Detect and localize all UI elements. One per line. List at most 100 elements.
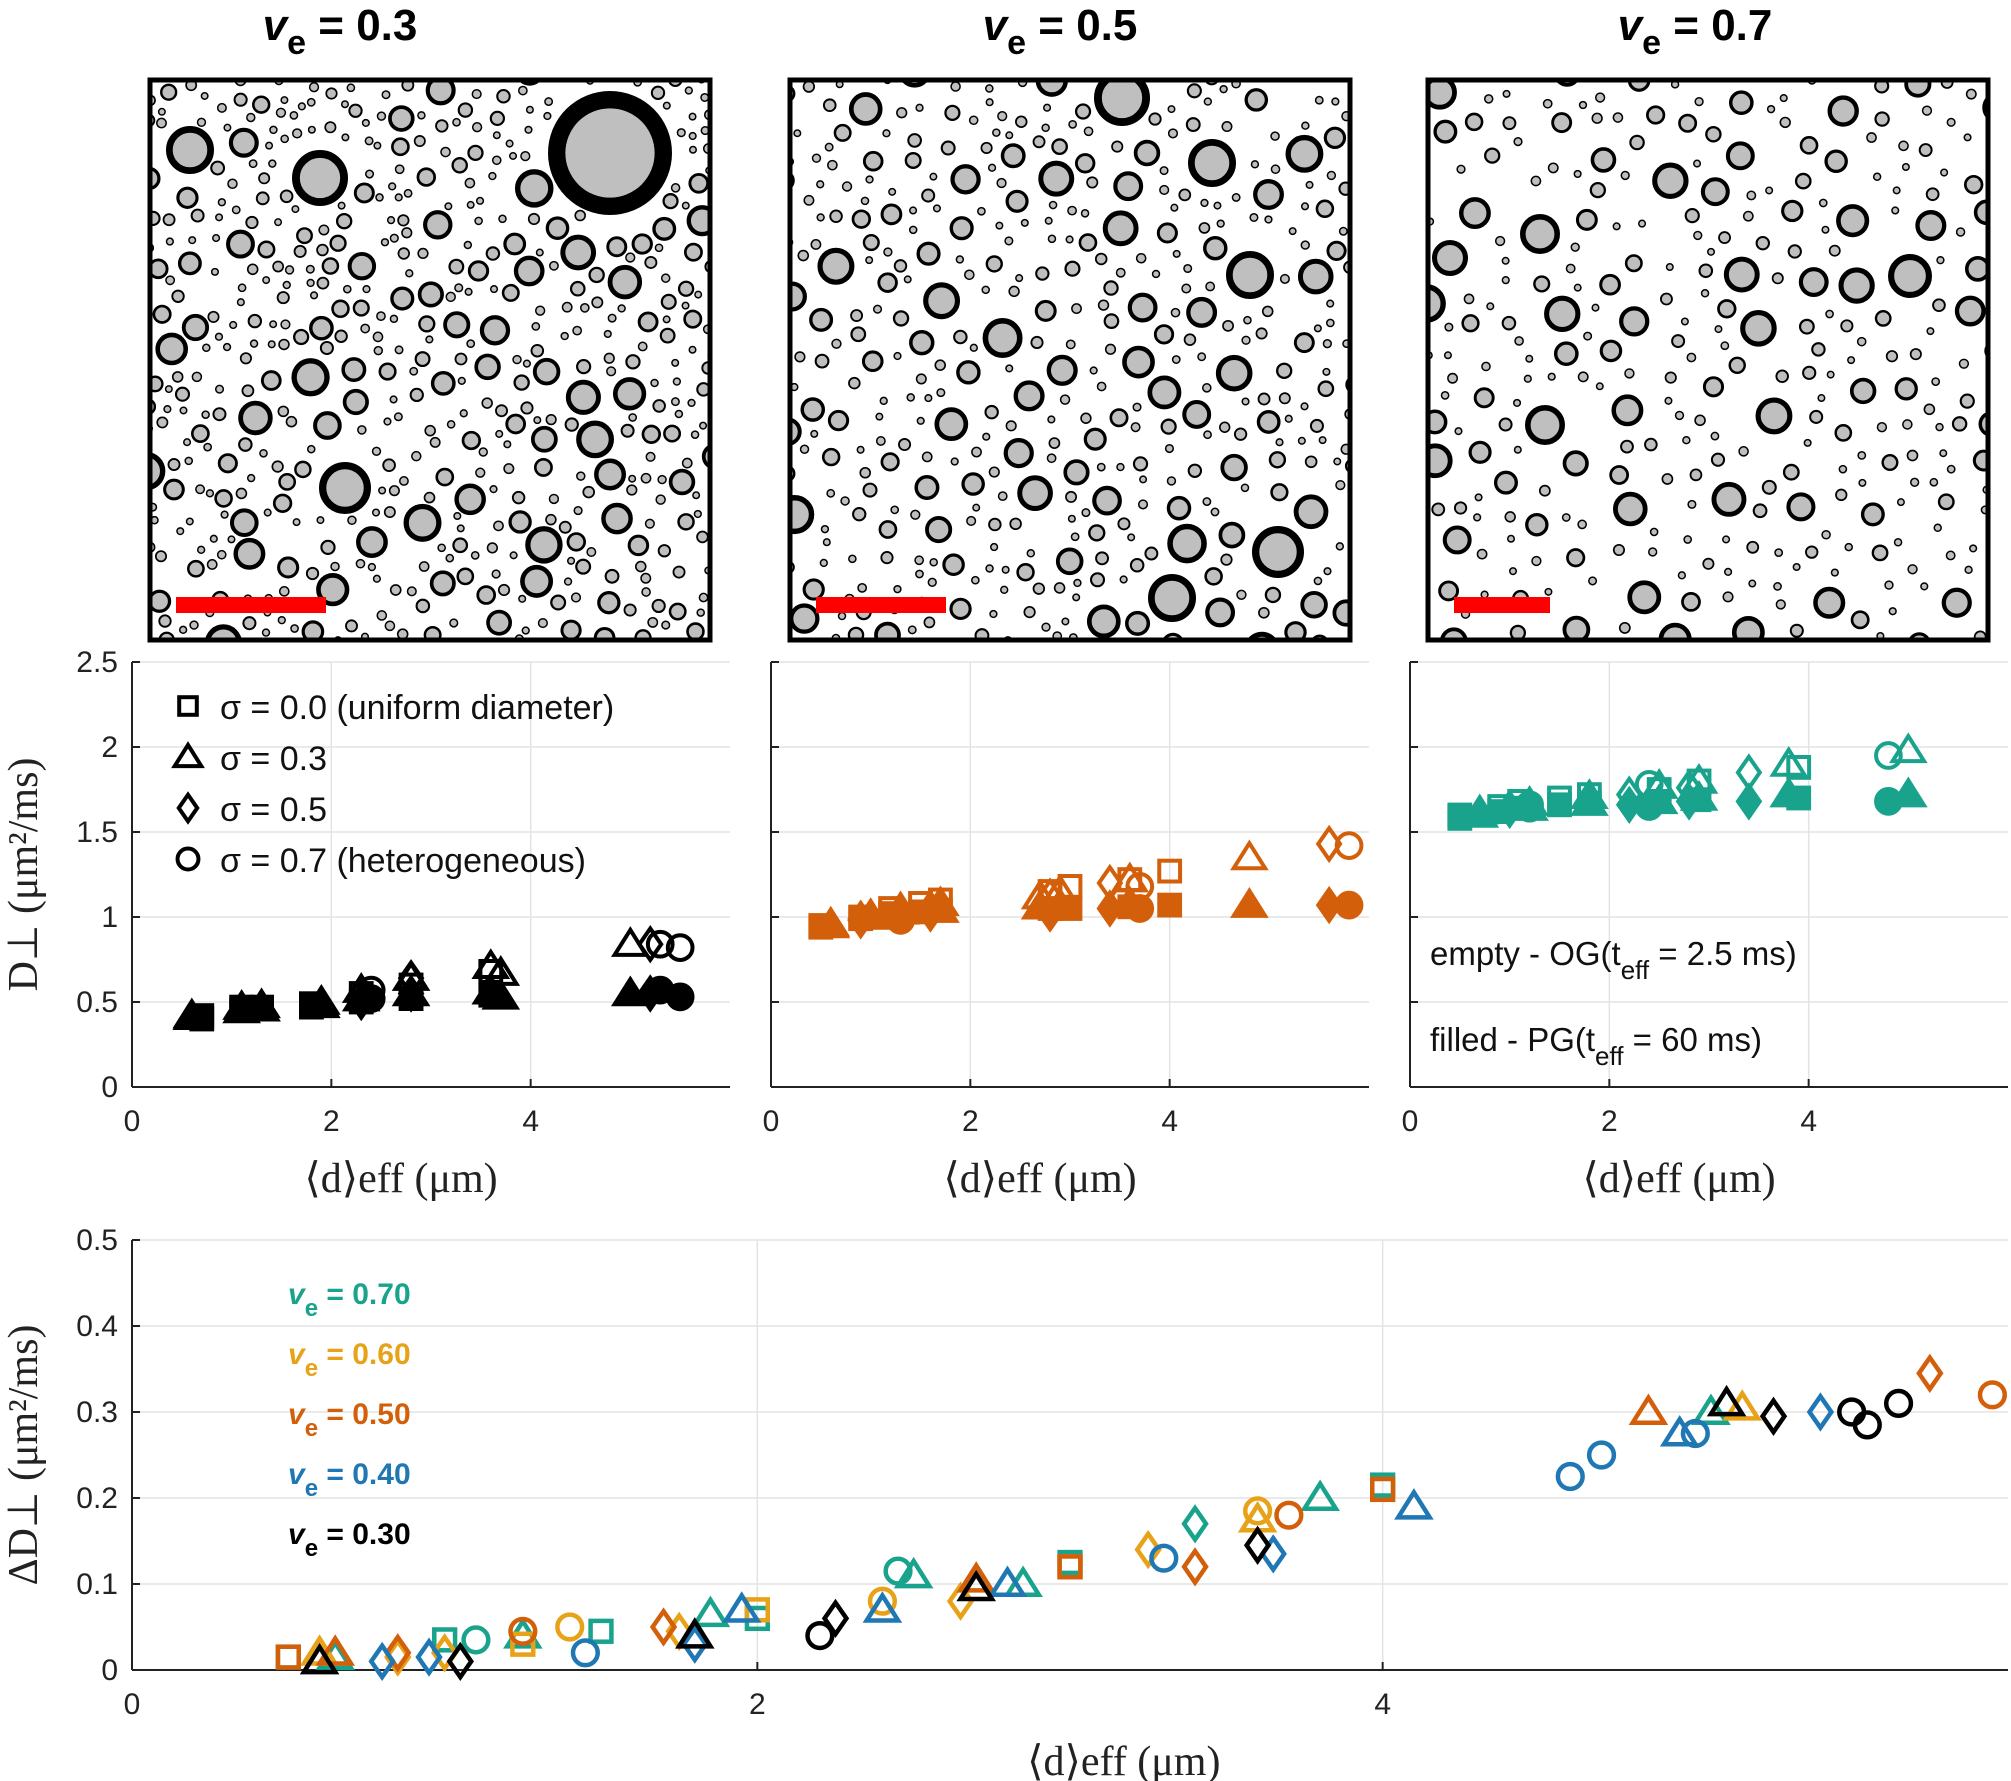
- disk: [1738, 446, 1749, 457]
- marker-triangle: [862, 1591, 903, 1623]
- disk: [1325, 318, 1335, 328]
- disk: [857, 582, 868, 593]
- marker-circle: [508, 1616, 538, 1646]
- disk: [1293, 494, 1329, 530]
- disk: [212, 407, 227, 422]
- disk: [371, 446, 382, 456]
- disk: [561, 301, 573, 313]
- disk: [1941, 587, 1972, 618]
- disk: [982, 432, 991, 441]
- marker-diamond: [384, 1633, 412, 1673]
- disk: [677, 513, 695, 531]
- marker-diamond: [1615, 785, 1643, 824]
- disk: [237, 283, 247, 293]
- disk: [856, 445, 865, 454]
- disk: [1940, 168, 1949, 177]
- marker-triangle: [956, 1569, 997, 1602]
- disk: [467, 144, 484, 162]
- marker-circle: [1874, 741, 1903, 770]
- disk: [1665, 262, 1674, 272]
- disk: [403, 503, 442, 542]
- legend-v: v: [288, 1398, 307, 1431]
- disk: [471, 88, 482, 100]
- disk: [382, 458, 396, 473]
- marker-triangle: [674, 1617, 715, 1649]
- legend-rest: = 0.50: [318, 1398, 411, 1431]
- disk: [491, 155, 502, 166]
- packing-frame: [147, 77, 713, 643]
- disk: [162, 213, 176, 227]
- disk: [985, 255, 1003, 273]
- disk: [563, 577, 573, 586]
- disk: [1089, 366, 1098, 375]
- disk: [486, 609, 513, 636]
- disk: [1533, 275, 1551, 293]
- disk: [279, 189, 294, 204]
- disk: [372, 574, 381, 583]
- disk: [915, 103, 924, 112]
- disk: [235, 487, 248, 500]
- y-tick-label: 2: [101, 731, 118, 764]
- series-060: [299, 1389, 1763, 1677]
- disk: [1185, 117, 1201, 133]
- disk: [376, 111, 387, 121]
- disk: [1240, 483, 1250, 493]
- disk: [423, 210, 453, 240]
- disk: [816, 213, 825, 222]
- disk: [1838, 464, 1848, 474]
- disk: [531, 322, 541, 331]
- chart-3: 0 2 4⟨d⟩eff (μm)empty - OG(teff = 2.5 ms)f…: [1402, 661, 2008, 1202]
- disk: [1494, 235, 1506, 247]
- disk: [525, 105, 534, 114]
- disk: [416, 167, 437, 187]
- disk: [306, 444, 316, 454]
- disk: [280, 134, 290, 144]
- disk: [1102, 210, 1139, 247]
- disks: [138, 80, 710, 640]
- disk: [1315, 199, 1335, 219]
- disk: [1000, 143, 1026, 169]
- disk: [429, 436, 441, 448]
- disk: [353, 182, 375, 204]
- disk: [547, 91, 672, 215]
- disk: [238, 400, 273, 436]
- disk: [372, 331, 384, 343]
- disk: [543, 111, 552, 121]
- disk: [207, 310, 220, 323]
- disk: [1257, 392, 1271, 406]
- disk: [518, 594, 527, 603]
- disk: [138, 528, 145, 535]
- marker-diamond: [1181, 1504, 1209, 1544]
- marker-square: [1057, 1554, 1083, 1580]
- disk: [1945, 550, 1956, 561]
- disk: [321, 257, 340, 275]
- disk: [1722, 535, 1731, 544]
- disk: [294, 460, 312, 479]
- disk: [278, 338, 290, 351]
- disk: [1872, 172, 1882, 181]
- disk: [341, 357, 367, 383]
- disk: [1015, 274, 1024, 283]
- disk: [1553, 341, 1579, 367]
- disk: [950, 164, 981, 195]
- disk: [452, 117, 461, 127]
- disk: [1755, 397, 1793, 435]
- disk: [1723, 256, 1760, 293]
- disk: [1326, 170, 1337, 181]
- disk: [893, 259, 908, 273]
- disk: [464, 177, 476, 189]
- disk: [1804, 644, 1812, 652]
- disk: [202, 343, 211, 353]
- disk: [248, 159, 258, 169]
- disk: [657, 544, 672, 558]
- disk: [1203, 235, 1228, 261]
- disk: [1664, 371, 1677, 384]
- disk: [1684, 207, 1700, 224]
- disk: [1331, 97, 1340, 106]
- annotation: filled - PG(teff = 60 ms): [1430, 1021, 1762, 1071]
- disk: [389, 584, 402, 596]
- disk: [1264, 215, 1273, 224]
- disk: [1539, 644, 1546, 651]
- disk: [790, 603, 820, 634]
- disk: [265, 141, 274, 150]
